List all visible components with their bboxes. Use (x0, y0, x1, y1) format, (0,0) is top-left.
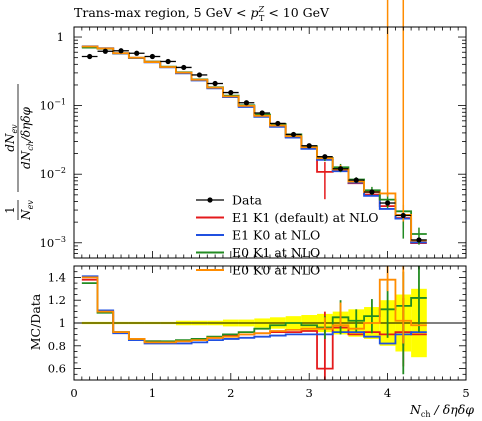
y-axis-label-ratio: MC/Data (28, 293, 43, 350)
x-tick-label: 4 (384, 386, 391, 400)
ylabel-frac2-num: dNev (3, 124, 19, 152)
ratio-tick-label: 0.8 (48, 339, 66, 353)
ratio-tick-label: 1 (59, 316, 66, 330)
y-axis-label-top: 1 Nev dNev dNch/δηδφ (3, 84, 35, 221)
top-panel (81, 0, 427, 245)
x-axis-label: Nch / δηδφ (409, 402, 474, 419)
ylabel-frac1-den: Nev (19, 200, 35, 221)
legend-label: E1 K1 (default) at NLO (232, 210, 379, 225)
x-tick-label: 2 (227, 386, 234, 400)
data-point (337, 166, 344, 172)
ylabel-frac2-den: dNch/δηδφ (19, 106, 35, 169)
data-point (87, 53, 93, 60)
data-point (306, 143, 312, 149)
y-tick-label: 10−2 (40, 166, 66, 181)
data-point (228, 89, 234, 96)
axes: 0 1 2 3 4 5 1 10−1 10−2 10−3 0.6 0.8 1 1.2 1.4 (40, 26, 470, 400)
ratio-tick-label: 0.6 (48, 362, 66, 376)
data-point (290, 131, 297, 138)
data-point (149, 53, 155, 60)
x-tick-label: 1 (149, 386, 156, 400)
chart-title: Trans-max region, 5 GeV < pZ T < 10 GeV (74, 5, 330, 23)
ratio-tick-label: 1.4 (48, 270, 66, 284)
ratio-histogram-series-3 (81, 276, 427, 344)
data-point (134, 50, 140, 56)
data-point (212, 80, 218, 87)
x-tick-label: 5 (462, 386, 469, 400)
legend-label: E0 K1 at NLO (232, 245, 320, 260)
data-point (353, 177, 359, 183)
data-point (369, 189, 375, 195)
legend-label: E1 K0 at NLO (232, 228, 320, 243)
ratio-histogram-series-1 (81, 275, 427, 345)
data-point (400, 212, 406, 219)
data-point (243, 100, 250, 106)
data-point (102, 48, 108, 54)
ylabel-frac1-num: 1 (3, 206, 17, 214)
data-point (322, 154, 328, 160)
ratio-tick-label: 1.2 (48, 293, 66, 307)
ratio-panel (74, 266, 466, 380)
x-tick-label: 3 (306, 386, 313, 400)
data-point (196, 72, 203, 78)
data-point (385, 200, 391, 206)
labels: Trans-max region, 5 GeV < pZ T < 10 GeV N… (3, 5, 474, 419)
y-tick-label: 10−3 (40, 235, 66, 250)
legend: Data E1 K1 (default) at NLO E1 K0 at NLO E0… (196, 193, 379, 278)
y-tick-label: 1 (57, 30, 64, 44)
data-point (118, 48, 124, 54)
y-tick-label: 10−1 (40, 98, 66, 113)
data-point (181, 64, 187, 71)
data-point (165, 58, 171, 65)
legend-label: Data (232, 193, 262, 208)
data-point (416, 237, 422, 243)
data-point (275, 120, 281, 127)
mc-histogram-series-3 (81, 45, 427, 242)
x-tick-label: 0 (70, 386, 77, 400)
data-point (259, 110, 265, 116)
legend-data-marker (207, 197, 213, 203)
legend-label: E0 K0 at NLO (232, 263, 320, 278)
